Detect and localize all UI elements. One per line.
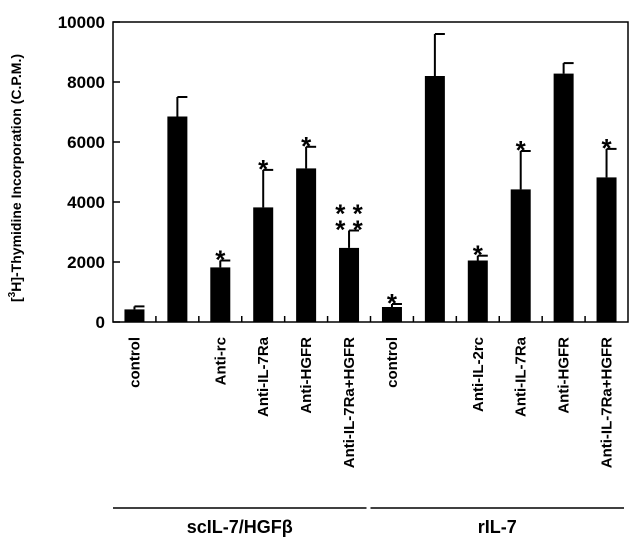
significance-marker: * *: [335, 199, 363, 229]
category-label: control: [384, 337, 401, 388]
axes: 0 2000 4000 6000 8000 10000: [58, 13, 629, 332]
significance-marker: *: [516, 135, 527, 165]
group-label: rIL-7: [478, 517, 517, 537]
category-label: control: [126, 337, 143, 388]
bar: [424, 76, 445, 322]
category-label: Anti-IL-7Ra: [255, 336, 272, 417]
category-label: Anti-IL-7Ra+HGFR: [599, 337, 616, 468]
category-label: Anti-IL-7Ra+HGFR: [341, 337, 358, 468]
bar: [339, 247, 360, 322]
bar: [167, 116, 188, 322]
significance-marker: *: [601, 133, 612, 163]
bar: [210, 267, 231, 322]
y-tick-label: 10000: [58, 13, 105, 32]
y-tick-label: 0: [96, 313, 105, 332]
y-tick-label: 2000: [67, 253, 105, 272]
bar: [553, 73, 574, 322]
category-label: Anti-IL-7Ra: [513, 336, 530, 417]
plot-frame: [112, 21, 629, 323]
bars: * * * * ** * * * * *: [124, 33, 617, 322]
significance-marker: *: [258, 154, 269, 184]
category-labels: control Anti-rc Anti-IL-7Ra Anti-HGFR Anti-I…: [126, 336, 615, 468]
bar: [510, 189, 531, 322]
bar: [296, 168, 317, 322]
bar: [253, 207, 274, 322]
group-labels: scIL-7/HGFβ rIL-7: [113, 507, 624, 537]
bar: [596, 177, 617, 322]
significance-marker: *: [473, 240, 484, 270]
significance-marker: *: [301, 131, 312, 161]
y-axis-title: [3H]-Thymidine Incorporation (C.P.M.): [7, 54, 24, 302]
y-tick-label: 8000: [67, 73, 105, 92]
y-tick-label: 6000: [67, 133, 105, 152]
bar: [467, 260, 488, 322]
category-label: Anti-HGFR: [556, 337, 573, 414]
category-label: Anti-HGFR: [298, 337, 315, 414]
y-tick-label: 4000: [67, 193, 105, 212]
bar: [124, 309, 145, 322]
bar: [381, 307, 402, 322]
significance-marker: * *: [335, 215, 363, 245]
category-label: Anti-IL-2rc: [470, 337, 487, 412]
group-label: scIL-7/HGFβ: [187, 517, 293, 537]
category-label: Anti-rc: [212, 337, 229, 385]
significance-marker: *: [387, 288, 398, 318]
significance-marker: *: [215, 245, 226, 275]
